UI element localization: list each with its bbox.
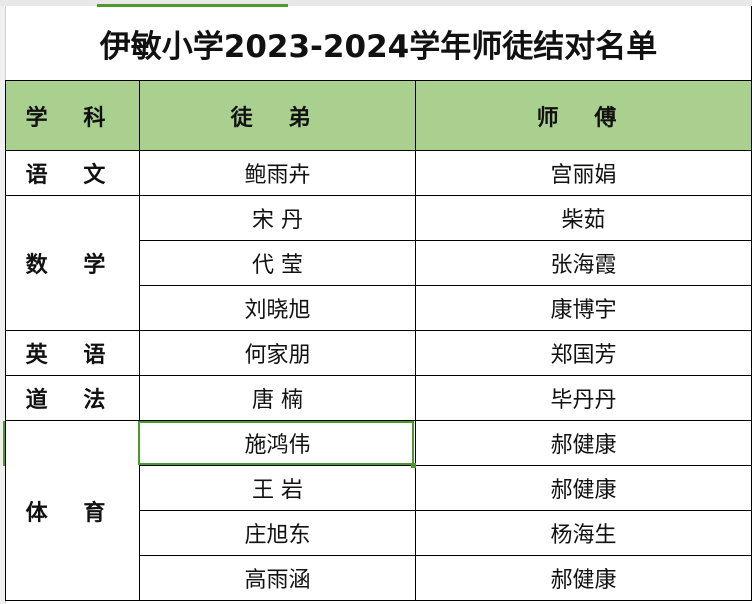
column-header-strip xyxy=(0,0,752,6)
sheet-title[interactable]: 伊敏小学2023-2024学年师徒结对名单 xyxy=(4,6,752,81)
apprentice-cell[interactable]: 代 莹 xyxy=(139,240,416,286)
mentor-cell[interactable]: 柴茹 xyxy=(414,195,752,241)
subject-cell[interactable]: 语 文 xyxy=(5,150,140,196)
mentor-cell[interactable]: 郝健康 xyxy=(414,555,752,601)
mentor-cell[interactable]: 张海霞 xyxy=(414,240,752,286)
table-row: 庄旭东 杨海生 xyxy=(6,510,752,556)
apprentice-cell[interactable]: 王 岩 xyxy=(139,465,416,511)
apprentice-cell[interactable]: 庄旭东 xyxy=(139,510,416,556)
active-cell-selection xyxy=(138,421,414,465)
header-subject[interactable]: 学 科 xyxy=(5,80,140,151)
mentor-cell[interactable]: 毕丹丹 xyxy=(414,375,752,421)
apprentice-cell[interactable]: 何家朋 xyxy=(139,330,416,376)
mentor-cell[interactable]: 宫丽娟 xyxy=(414,150,752,196)
selected-column-indicator xyxy=(97,4,288,7)
subject-cell[interactable]: 数 学 xyxy=(5,195,140,331)
subject-cell[interactable]: 英 语 xyxy=(5,330,140,376)
apprentice-cell[interactable]: 宋 丹 xyxy=(139,195,416,241)
mentor-cell[interactable]: 郑国芳 xyxy=(414,330,752,376)
table-row: 道 法 唐 楠 毕丹丹 xyxy=(5,375,752,421)
header-apprentice[interactable]: 徒 弟 xyxy=(139,80,416,151)
table-row: 数 学 宋 丹 柴茹 xyxy=(5,195,752,331)
table-row: 英 语 何家朋 郑国芳 xyxy=(5,330,752,376)
mentor-cell[interactable]: 康博宇 xyxy=(414,285,752,331)
table-row: 王 岩 郝健康 xyxy=(6,465,752,511)
apprentice-cell[interactable]: 唐 楠 xyxy=(139,375,416,421)
fill-handle[interactable] xyxy=(411,463,416,468)
header-mentor[interactable]: 师 傅 xyxy=(414,80,752,151)
mentor-cell[interactable]: 郝健康 xyxy=(414,465,752,511)
mentor-cell[interactable]: 杨海生 xyxy=(414,510,752,556)
apprentice-cell[interactable]: 高雨涵 xyxy=(139,555,416,601)
table-row: 代 莹 张海霞 xyxy=(6,240,752,286)
apprentice-cell[interactable]: 刘晓旭 xyxy=(139,285,416,331)
table-row: 语 文 鲍雨卉 宫丽娟 xyxy=(5,150,752,196)
table-row: 高雨涵 郝健康 xyxy=(6,555,752,601)
table-row: 体 育 施鸿伟 郝健康 xyxy=(5,420,752,601)
mentor-pairing-table: 伊敏小学2023-2024学年师徒结对名单 学 科 徒 弟 师 傅 语 文 鲍雨… xyxy=(4,6,752,601)
subject-cell[interactable]: 道 法 xyxy=(5,375,140,421)
apprentice-cell[interactable]: 鲍雨卉 xyxy=(139,150,416,196)
mentor-cell[interactable]: 郝健康 xyxy=(414,420,752,466)
selected-row-indicator xyxy=(3,421,5,466)
subject-cell[interactable]: 体 育 xyxy=(5,420,140,601)
